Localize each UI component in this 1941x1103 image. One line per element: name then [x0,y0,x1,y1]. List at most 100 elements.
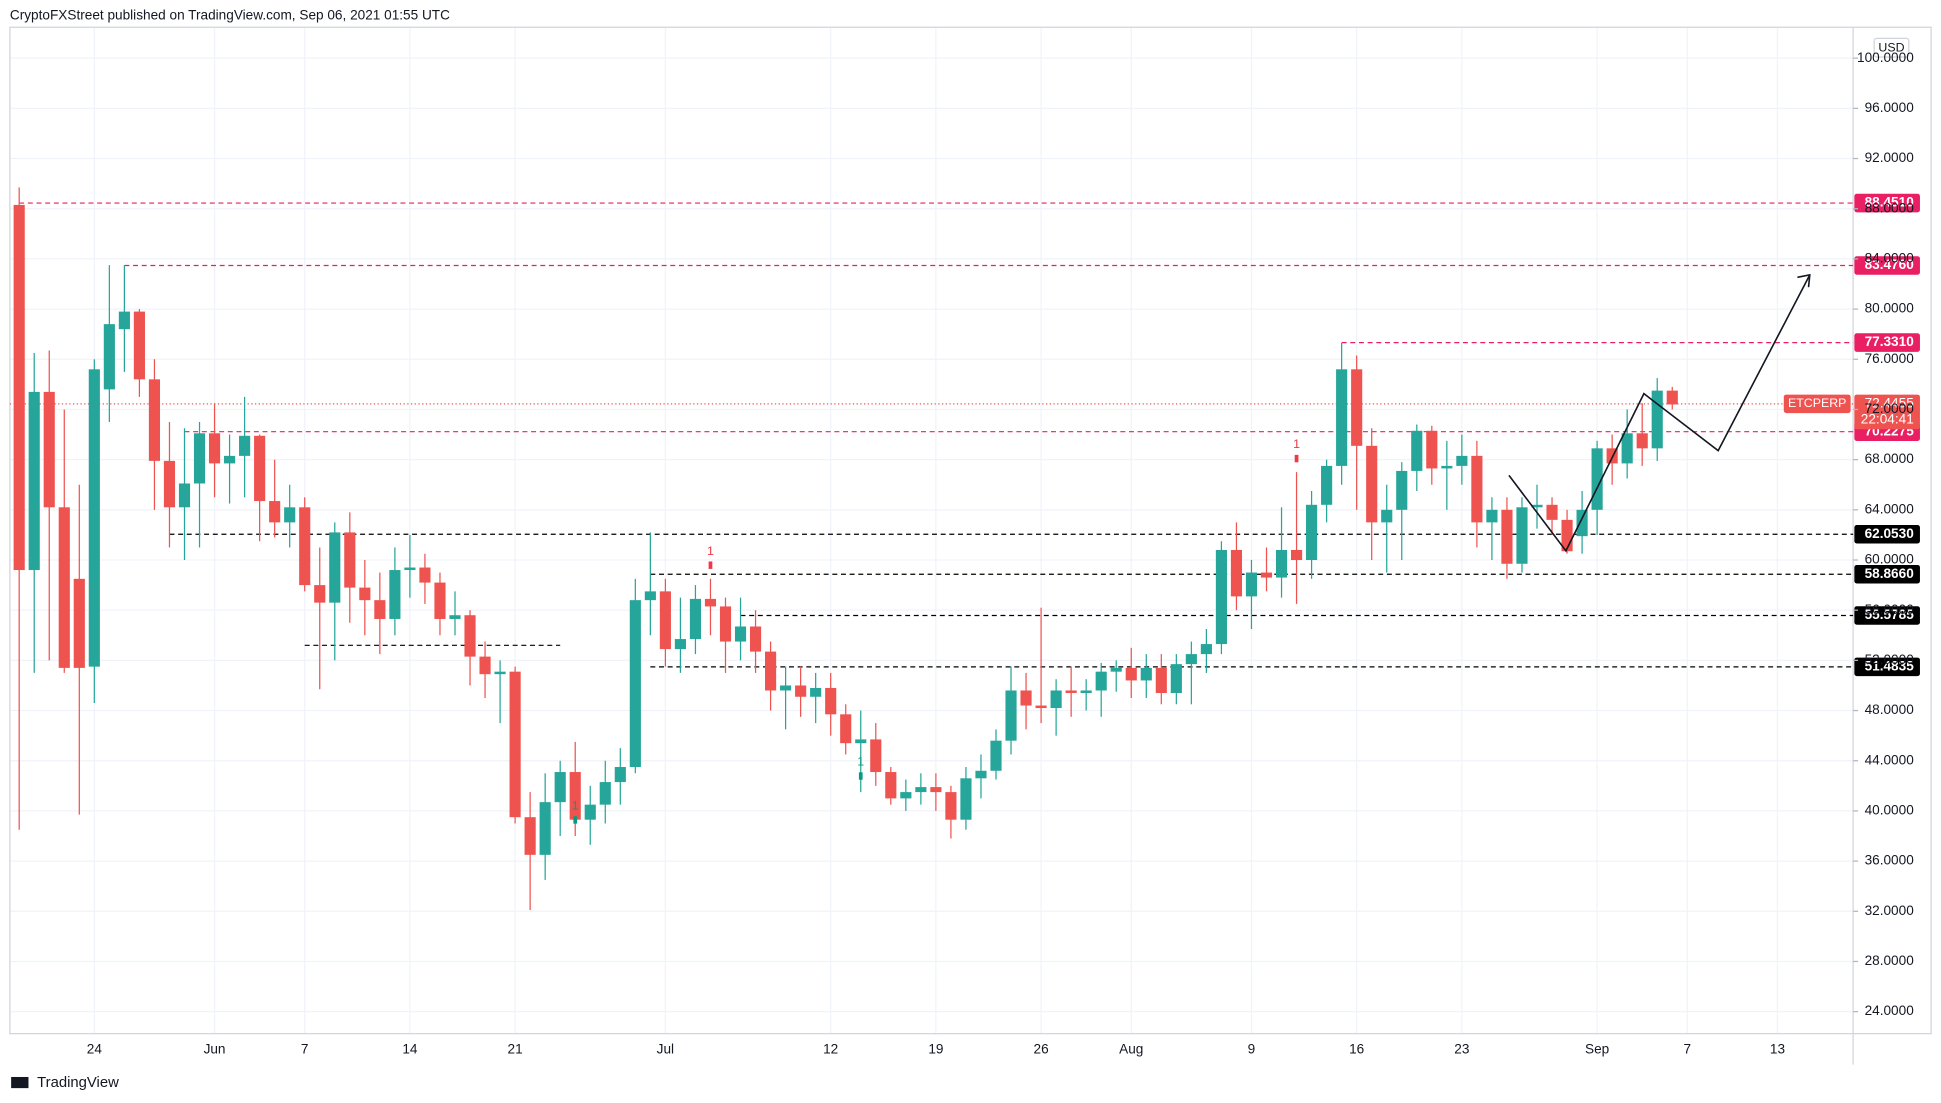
candle-body [239,435,251,456]
level-label-box [1854,524,1920,544]
candle-body [765,651,777,691]
candle-body [494,671,506,675]
candle-body [945,792,957,820]
candle-body [1576,509,1588,537]
candle-body [1065,690,1077,693]
candle-body [163,460,176,508]
y-tick-label: 84.0000 [1865,250,1915,265]
y-tick-label: 76.0000 [1865,351,1915,366]
y-tick-label: 48.0000 [1865,702,1915,717]
candle-body [780,685,792,691]
candle-body [659,591,671,650]
candle-body [509,671,521,818]
x-tick-label: 16 [1349,1041,1364,1056]
candle-body [133,311,145,380]
candle-body [644,591,656,601]
candle-body [704,598,717,607]
candle-body [915,787,927,793]
publish-header: CryptoFXStreet published on TradingView.… [10,8,450,23]
candle-body [1005,690,1017,741]
y-tick-label: 92.0000 [1865,150,1915,165]
candle-body [1606,448,1618,464]
candle-body [524,817,536,855]
countdown-label: 22:04:41 [1861,412,1914,427]
candle-body [870,739,882,773]
y-tick-label: 44.0000 [1865,752,1915,767]
candle-body [1050,690,1062,709]
signal-label: 1 [572,799,579,813]
candle-body [58,507,70,668]
x-tick-label: 9 [1248,1041,1256,1056]
candle-body [284,507,296,523]
candle-body [1351,369,1363,446]
candle-body [1411,430,1423,471]
candle-body [314,585,326,603]
candle-body [148,379,161,461]
signal-label: 1 [857,755,864,769]
currency-box [1873,37,1910,58]
candle-body [1230,549,1243,597]
x-tick-label: Jun [204,1041,226,1056]
candle-body [1636,433,1648,449]
x-tick-label: 23 [1454,1041,1469,1056]
candle-body [1020,690,1032,706]
candle-body [103,324,115,390]
brand-name: TradingView [37,1075,119,1091]
y-tick-label: 60.0000 [1865,552,1915,567]
candle-body [1471,455,1483,523]
candle-body [1321,465,1333,505]
candle-body [434,582,446,619]
candle-body [178,483,191,508]
candle-body [1456,455,1468,466]
candle-body [464,615,476,657]
candle-body [404,567,416,571]
x-tick-label: 13 [1770,1041,1785,1056]
candle-body [930,787,942,793]
candle-body [734,626,747,642]
candle-body [629,600,641,768]
candle-body [1501,509,1513,564]
y-tick-label: 36.0000 [1865,853,1915,868]
x-tick-label: 12 [823,1041,838,1056]
level-label-box [1854,606,1920,625]
candle-body [28,391,40,571]
signal-marker [708,561,713,569]
candle-body [674,639,686,650]
candle-body [1245,572,1258,597]
projection-line [1508,274,1811,553]
x-tick-label: 26 [1034,1041,1049,1056]
candle-body [1381,509,1393,523]
x-tick-label: 19 [928,1041,943,1056]
level-label-box [1854,657,1920,677]
x-tick-label: 7 [301,1041,309,1056]
candle-body [1155,667,1167,693]
x-tick-label: 24 [87,1041,103,1056]
candle-body [885,772,897,799]
y-tick-label: 32.0000 [1865,903,1915,918]
candle-body [1621,433,1633,464]
level-label: 62.0530 [1865,526,1915,541]
candle-body [1110,667,1122,672]
last-price-box [1854,394,1920,430]
currency: USD [1878,41,1904,55]
candle-body [975,770,987,779]
candle-body [1140,667,1152,681]
plot-frame [9,26,1932,1035]
candle-body [1531,504,1543,508]
candle-body [795,685,807,697]
candle-body [1080,690,1092,693]
signal-label: 1 [707,544,714,558]
candle-body [1170,664,1182,693]
candle-body [855,739,867,744]
candle-body [1200,644,1212,655]
candle-body [719,606,732,642]
y-tick-label: 96.0000 [1865,100,1915,115]
candle-body [374,600,386,619]
y-tick-label: 88.0000 [1865,200,1915,215]
level-label-box [1854,193,1920,213]
level-label: 55.5785 [1865,607,1915,622]
y-tick-label: 64.0000 [1865,501,1915,516]
candle-body [1396,470,1408,510]
